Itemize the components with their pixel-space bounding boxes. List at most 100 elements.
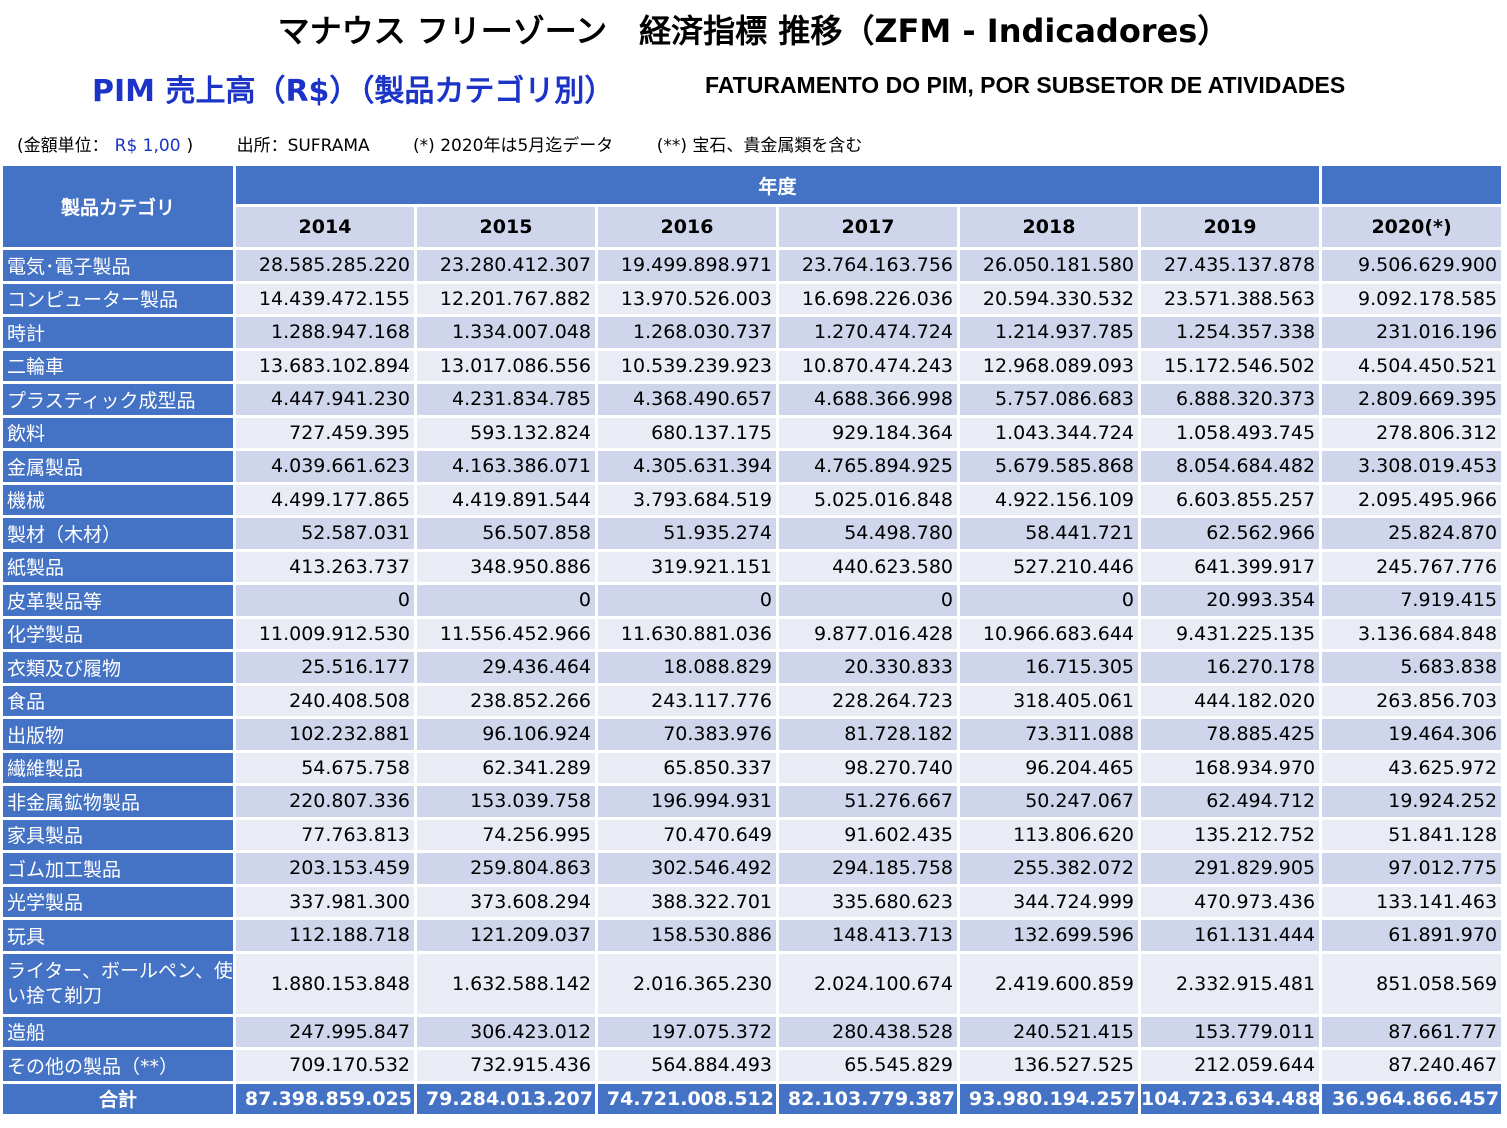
total-value-cell: 104.723.634.488 [1141,1083,1320,1114]
value-cell: 5.757.086.683 [960,384,1138,415]
value-cell: 158.530.886 [598,920,776,951]
value-cell: 8.054.684.482 [1141,451,1320,482]
value-cell: 220.807.336 [236,786,414,817]
value-cell: 51.935.274 [598,518,776,549]
year-header: 2020(*) [1322,207,1502,247]
category-cell: 二輪車 [3,350,233,381]
total-value-cell: 93.980.194.257 [960,1083,1138,1114]
table-row: 時計 1.288.947.168 1.334.007.048 1.268.030.73… [3,317,1502,348]
category-cell: 紙製品 [3,551,233,582]
value-cell: 564.884.493 [598,1050,776,1081]
category-cell: 化学製品 [3,618,233,649]
table-row: 機械 4.499.177.865 4.419.891.544 3.793.684.51… [3,484,1502,515]
total-row: 合計 87.398.859.025 79.284.013.207 74.721.008… [3,1083,1502,1114]
value-cell: 52.587.031 [236,518,414,549]
value-cell: 70.383.976 [598,719,776,750]
value-cell: 278.806.312 [1322,417,1502,448]
category-cell: 繊維製品 [3,752,233,783]
table-row: 非金属鉱物製品 220.807.336 153.039.758 196.994.931… [3,786,1502,817]
value-cell: 62.494.712 [1141,786,1320,817]
value-cell: 641.399.917 [1141,551,1320,582]
footnote-gems: (**) 宝石、貴金属類を含む [656,136,863,156]
value-cell: 16.270.178 [1141,652,1320,683]
value-cell: 23.571.388.563 [1141,283,1320,314]
category-cell: コンピューター製品 [3,283,233,314]
category-cell: 時計 [3,317,233,348]
table-row: 電気･電子製品 28.585.285.220 23.280.412.307 19.49… [3,250,1502,281]
table-row: ライター、ボールペン、使い捨て剃刀 1.880.153.848 1.632.588.… [3,953,1502,1014]
value-cell: 153.779.011 [1141,1016,1320,1047]
value-cell: 5.679.585.868 [960,451,1138,482]
value-cell: 2.809.669.395 [1322,384,1502,415]
year-header: 2015 [417,207,595,247]
value-cell: 4.504.450.521 [1322,350,1502,381]
value-cell: 121.209.037 [417,920,595,951]
value-cell: 306.423.012 [417,1016,595,1047]
unit-label: (金額単位： [17,136,109,156]
value-cell: 153.039.758 [417,786,595,817]
value-cell: 9.092.178.585 [1322,283,1502,314]
total-value-cell: 79.284.013.207 [417,1083,595,1114]
value-cell: 4.305.631.394 [598,451,776,482]
value-cell: 56.507.858 [417,518,595,549]
value-cell: 344.724.999 [960,886,1138,917]
value-cell: 112.188.718 [236,920,414,951]
value-cell: 1.268.030.737 [598,317,776,348]
value-cell: 302.546.492 [598,853,776,884]
table-row: 製材（木材） 52.587.031 56.507.858 51.935.274 54.4… [3,518,1502,549]
value-cell: 4.765.894.925 [779,451,957,482]
page-title: マナウス フリーゾーン 経済指標 推移（ZFM - Indicadores） [277,12,1230,50]
value-cell: 96.204.465 [960,752,1138,783]
value-cell: 4.447.941.230 [236,384,414,415]
value-cell: 243.117.776 [598,685,776,716]
value-cell: 444.182.020 [1141,685,1320,716]
year-header: 2017 [779,207,957,247]
value-cell: 4.231.834.785 [417,384,595,415]
value-cell: 5.683.838 [1322,652,1502,683]
value-cell: 10.966.683.644 [960,618,1138,649]
value-cell: 12.201.767.882 [417,283,595,314]
notes-line: (金額単位： R$ 1,00) 出所：SUFRAMA (*) 2020年は5月迄デ… [17,131,862,156]
value-cell: 593.132.824 [417,417,595,448]
value-cell: 1.043.344.724 [960,417,1138,448]
value-cell: 259.804.863 [417,853,595,884]
value-cell: 20.330.833 [779,652,957,683]
value-cell: 16.715.305 [960,652,1138,683]
value-cell: 929.184.364 [779,417,957,448]
value-cell: 58.441.721 [960,518,1138,549]
value-cell: 11.556.452.966 [417,618,595,649]
value-cell: 4.163.386.071 [417,451,595,482]
total-value-cell: 87.398.859.025 [236,1083,414,1114]
value-cell: 240.521.415 [960,1016,1138,1047]
category-cell: 電気･電子製品 [3,250,233,281]
table-row: 皮革製品等 0 0 0 0 0 20.993.354 7.919.415 [3,585,1502,616]
value-cell: 27.435.137.878 [1141,250,1320,281]
source-note: 出所：SUFRAMA [236,136,370,156]
table-row: 二輪車 13.683.102.894 13.017.086.556 10.539.23… [3,350,1502,381]
value-cell: 61.891.970 [1322,920,1502,951]
value-cell: 9.506.629.900 [1322,250,1502,281]
category-header: 製品カテゴリ [3,166,233,247]
value-cell: 240.408.508 [236,685,414,716]
value-cell: 413.263.737 [236,551,414,582]
value-cell: 11.009.912.530 [236,618,414,649]
value-cell: 133.141.463 [1322,886,1502,917]
table-row: 衣類及び履物 25.516.177 29.436.464 18.088.829 20.3… [3,652,1502,683]
category-cell: ゴム加工製品 [3,853,233,884]
value-cell: 319.921.151 [598,551,776,582]
value-cell: 13.017.086.556 [417,350,595,381]
category-cell: 家具製品 [3,819,233,850]
value-cell: 1.270.474.724 [779,317,957,348]
value-cell: 335.680.623 [779,886,957,917]
value-cell: 62.562.966 [1141,518,1320,549]
value-cell: 148.413.713 [779,920,957,951]
value-cell: 2.024.100.674 [779,953,957,1014]
value-cell: 212.059.644 [1141,1050,1320,1081]
value-cell: 1.880.153.848 [236,953,414,1014]
table-row: 紙製品 413.263.737 348.950.886 319.921.151 440.… [3,551,1502,582]
value-cell: 228.264.723 [779,685,957,716]
value-cell: 98.270.740 [779,752,957,783]
value-cell: 4.499.177.865 [236,484,414,515]
table-row: その他の製品（**） 709.170.532 732.915.436 564.884.… [3,1050,1502,1081]
table-row: コンピューター製品 14.439.472.155 12.201.767.882 13.… [3,283,1502,314]
